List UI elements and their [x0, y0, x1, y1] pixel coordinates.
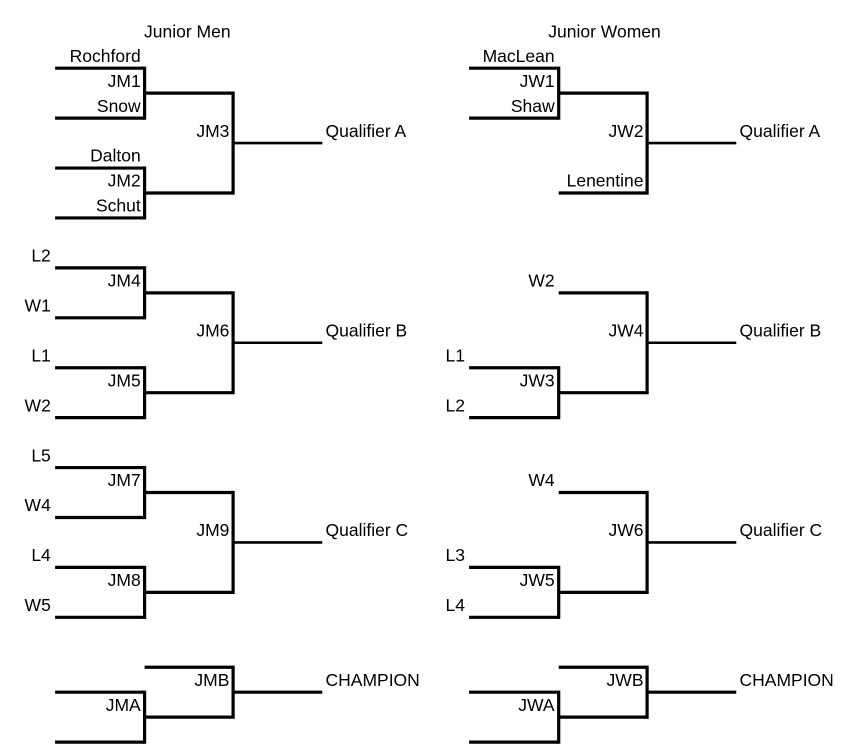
svg-text:Snow: Snow — [97, 96, 141, 116]
svg-text:CHAMPION: CHAMPION — [326, 670, 420, 690]
svg-text:JM8: JM8 — [108, 570, 141, 590]
svg-text:Qualifier B: Qualifier B — [326, 320, 408, 340]
svg-text:Qualifier C: Qualifier C — [740, 520, 823, 540]
svg-text:Qualifier C: Qualifier C — [326, 520, 409, 540]
svg-text:JM7: JM7 — [108, 470, 141, 490]
svg-text:JM3: JM3 — [196, 121, 229, 141]
svg-text:JW6: JW6 — [609, 520, 644, 540]
svg-text:CHAMPION: CHAMPION — [740, 670, 834, 690]
svg-text:W2: W2 — [25, 395, 51, 415]
svg-text:W4: W4 — [25, 495, 52, 515]
svg-text:W2: W2 — [528, 271, 554, 291]
svg-text:JW2: JW2 — [609, 121, 644, 141]
svg-text:Qualifier A: Qualifier A — [326, 121, 407, 141]
svg-text:Shaw: Shaw — [511, 96, 555, 116]
svg-text:L1: L1 — [446, 345, 465, 365]
svg-text:L2: L2 — [31, 246, 50, 266]
svg-text:Rochford: Rochford — [70, 46, 141, 66]
svg-text:Qualifier A: Qualifier A — [740, 121, 821, 141]
svg-text:JW3: JW3 — [520, 370, 555, 390]
svg-text:JMA: JMA — [106, 695, 141, 715]
svg-text:JW4: JW4 — [609, 320, 644, 340]
svg-text:JM4: JM4 — [108, 271, 141, 291]
svg-text:JW5: JW5 — [520, 570, 555, 590]
svg-text:JWA: JWA — [518, 695, 555, 715]
svg-text:Junior Women: Junior Women — [548, 21, 661, 41]
svg-text:Dalton: Dalton — [90, 146, 141, 166]
svg-text:JMB: JMB — [194, 670, 229, 690]
svg-text:W1: W1 — [25, 296, 51, 316]
svg-text:Qualifier B: Qualifier B — [740, 320, 822, 340]
svg-text:JM1: JM1 — [108, 71, 141, 91]
svg-text:L3: L3 — [446, 545, 465, 565]
svg-text:L1: L1 — [31, 345, 50, 365]
svg-text:Junior Men: Junior Men — [144, 21, 231, 41]
svg-text:JM2: JM2 — [108, 171, 141, 191]
svg-text:L5: L5 — [31, 445, 50, 465]
svg-text:JWB: JWB — [607, 670, 644, 690]
svg-text:JW1: JW1 — [520, 71, 555, 91]
svg-text:L4: L4 — [446, 595, 466, 615]
svg-text:L2: L2 — [446, 395, 465, 415]
svg-text:Lenentine: Lenentine — [567, 171, 644, 191]
svg-text:JM9: JM9 — [196, 520, 229, 540]
svg-text:MacLean: MacLean — [483, 46, 555, 66]
svg-text:Schut: Schut — [96, 196, 141, 216]
svg-text:JM6: JM6 — [196, 320, 229, 340]
svg-text:JM5: JM5 — [108, 370, 141, 390]
svg-text:L4: L4 — [31, 545, 51, 565]
svg-text:W4: W4 — [528, 470, 555, 490]
svg-text:W5: W5 — [25, 595, 51, 615]
